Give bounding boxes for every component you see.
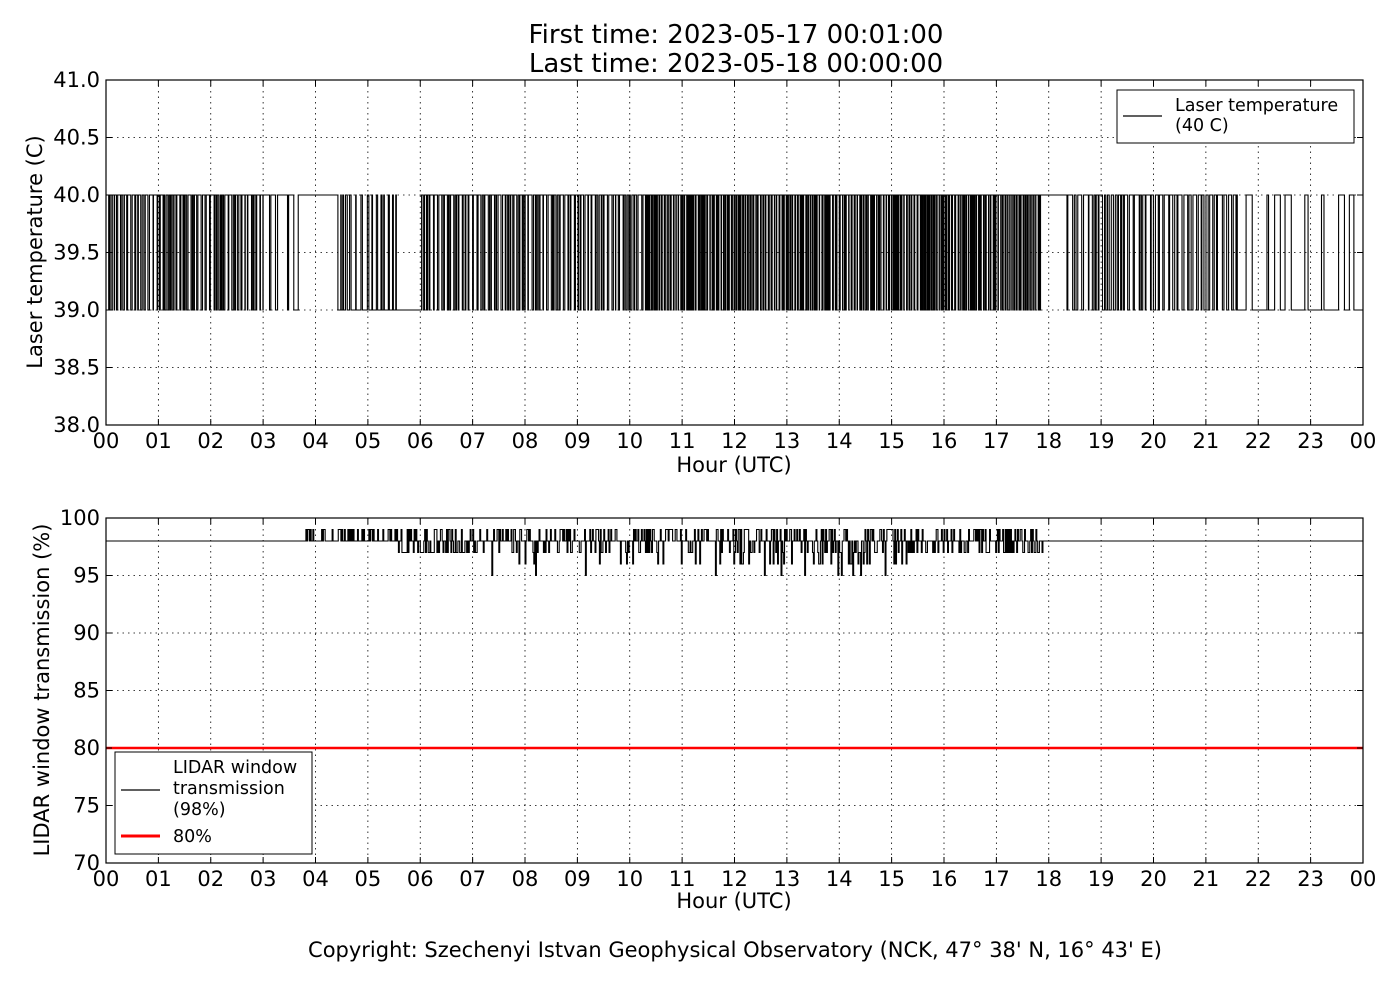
laser-temperature-xtick-label: 23 <box>1297 429 1324 453</box>
lidar-transmission-xtick-label: 03 <box>250 867 277 891</box>
laser-temperature-plot <box>106 194 1363 311</box>
laser-temperature-xtick-label: 08 <box>512 429 539 453</box>
lidar-transmission-xtick-label: 02 <box>197 867 224 891</box>
laser-temperature-xtick-label: 17 <box>983 429 1010 453</box>
lidar-transmission-ytick-label: 90 <box>73 621 100 645</box>
lidar-transmission-xtick-label: 15 <box>878 867 905 891</box>
lidar-transmission-xtick-label: 20 <box>1140 867 1167 891</box>
lidar-transmission-ytick-label: 70 <box>73 851 100 875</box>
lidar-transmission-xtick-label: 11 <box>669 867 696 891</box>
lidar-transmission-series-line <box>106 528 1363 577</box>
laser-temperature-ytick-label: 40.0 <box>53 183 100 207</box>
lidar-transmission-panel: 00 01 02 03 04 05 06 07 08 09 10 11 12 13 14 15 16 17 18 19… <box>30 506 1376 913</box>
laser-temperature-xtick-label: 10 <box>616 429 643 453</box>
laser-temperature-xtick-label: 07 <box>459 429 486 453</box>
laser-temperature-xtick-label: 19 <box>1088 429 1115 453</box>
lidar-transmission-xtick-label: 06 <box>407 867 434 891</box>
lidar-transmission-xtick-label: 09 <box>564 867 591 891</box>
laser-temperature-xtick-label: 04 <box>302 429 329 453</box>
lidar-transmission-xtick-label: 19 <box>1088 867 1115 891</box>
laser-temperature-ylabel: Laser temperature (C) <box>23 135 47 368</box>
lidar-transmission-xtick-label: 04 <box>302 867 329 891</box>
lidar-transmission-ytick-label: 85 <box>73 679 100 703</box>
laser-temperature-xtick-label: 05 <box>355 429 382 453</box>
laser-temperature-legend-label-line2: (40 C) <box>1175 116 1229 136</box>
lidar-transmission-xtick-label: 05 <box>355 867 382 891</box>
lidar-transmission-ytick-label: 80 <box>73 736 100 760</box>
lidar-transmission-xtick-label: 18 <box>1035 867 1062 891</box>
chart-title-line1: First time: 2023-05-17 00:01:00 <box>529 20 944 50</box>
laser-temperature-xtick-label: 11 <box>669 429 696 453</box>
laser-temperature-ytick-label: 38.0 <box>53 413 100 437</box>
laser-temperature-xtick-label: 22 <box>1245 429 1272 453</box>
laser-temperature-xtick-label: 01 <box>145 429 172 453</box>
laser-temperature-series-line <box>106 194 1363 311</box>
lidar-transmission-xtick-label: 08 <box>512 867 539 891</box>
laser-temperature-xtick-label: 16 <box>931 429 958 453</box>
lidar-transmission-plot <box>106 528 1363 750</box>
lidar-transmission-ytick-label: 75 <box>73 794 100 818</box>
laser-temperature-panel: 00 01 02 03 04 05 06 07 08 09 10 11 12 13 14 15 16 17 18 19… <box>23 68 1376 477</box>
laser-temperature-ytick-label: 40.5 <box>53 126 100 150</box>
lidar-transmission-xlabel: Hour (UTC) <box>676 889 791 913</box>
lidar-transmission-xtick-label: 01 <box>145 867 172 891</box>
laser-temperature-ytick-label: 38.5 <box>53 356 100 380</box>
laser-temperature-xtick-label: 00 <box>1350 429 1377 453</box>
laser-temperature-xlabel: Hour (UTC) <box>676 453 791 477</box>
lidar-transmission-xtick-label: 12 <box>721 867 748 891</box>
laser-temperature-xtick-label: 13 <box>774 429 801 453</box>
laser-temperature-xtick-label: 09 <box>564 429 591 453</box>
laser-temperature-ytick-label: 39.5 <box>53 241 100 265</box>
lidar-transmission-ytick-label: 100 <box>60 506 100 530</box>
laser-temperature-ytick-label: 39.0 <box>53 298 100 322</box>
laser-temperature-xtick-label: 18 <box>1035 429 1062 453</box>
lidar-transmission-legend-label-line2: transmission <box>173 779 285 799</box>
laser-temperature-xtick-label: 06 <box>407 429 434 453</box>
lidar-transmission-xtick-label: 22 <box>1245 867 1272 891</box>
laser-temperature-xtick-label: 14 <box>826 429 853 453</box>
laser-temperature-legend-label-line1: Laser temperature <box>1175 96 1338 116</box>
laser-temperature-xtick-label: 03 <box>250 429 277 453</box>
threshold-legend-label: 80% <box>173 827 212 847</box>
lidar-transmission-xtick-label: 13 <box>774 867 801 891</box>
lidar-transmission-xtick-label: 14 <box>826 867 853 891</box>
laser-temperature-xtick-label: 12 <box>721 429 748 453</box>
lidar-transmission-ytick-label: 95 <box>73 564 100 588</box>
lidar-transmission-legend-label-line3: (98%) <box>173 800 226 820</box>
lidar-transmission-xtick-label: 00 <box>93 867 120 891</box>
lidar-transmission-xtick-label: 00 <box>1350 867 1377 891</box>
lidar-transmission-xtick-label: 21 <box>1193 867 1220 891</box>
lidar-transmission-xtick-label: 16 <box>931 867 958 891</box>
lidar-transmission-xtick-label: 07 <box>459 867 486 891</box>
laser-temperature-ytick-label: 41.0 <box>53 68 100 92</box>
chart-title-line2: Last time: 2023-05-18 00:00:00 <box>529 49 943 79</box>
lidar-transmission-legend: LIDAR window transmission (98%) 80% <box>114 751 313 855</box>
laser-temperature-xtick-label: 20 <box>1140 429 1167 453</box>
copyright-footer: Copyright: Szechenyi Istvan Geophysical … <box>308 938 1162 962</box>
lidar-transmission-xtick-label: 17 <box>983 867 1010 891</box>
laser-temperature-xtick-label: 21 <box>1193 429 1220 453</box>
laser-temperature-legend: Laser temperature (40 C) <box>1116 89 1355 144</box>
lidar-transmission-xtick-label: 10 <box>616 867 643 891</box>
lidar-transmission-legend-label-line1: LIDAR window <box>173 758 297 778</box>
laser-temperature-xtick-label: 15 <box>878 429 905 453</box>
laser-temperature-xtick-label: 00 <box>93 429 120 453</box>
lidar-transmission-ticks: 00 01 02 03 04 05 06 07 08 09 10 11 12 13 14 15 16 17 18 19… <box>60 506 1376 891</box>
laser-temperature-xtick-label: 02 <box>197 429 224 453</box>
laser-temperature-ticks: 00 01 02 03 04 05 06 07 08 09 10 11 12 13 14 15 16 17 18 19… <box>53 68 1376 453</box>
lidar-transmission-xtick-label: 23 <box>1297 867 1324 891</box>
lidar-transmission-ylabel: LIDAR window transmission (%) <box>30 524 54 857</box>
